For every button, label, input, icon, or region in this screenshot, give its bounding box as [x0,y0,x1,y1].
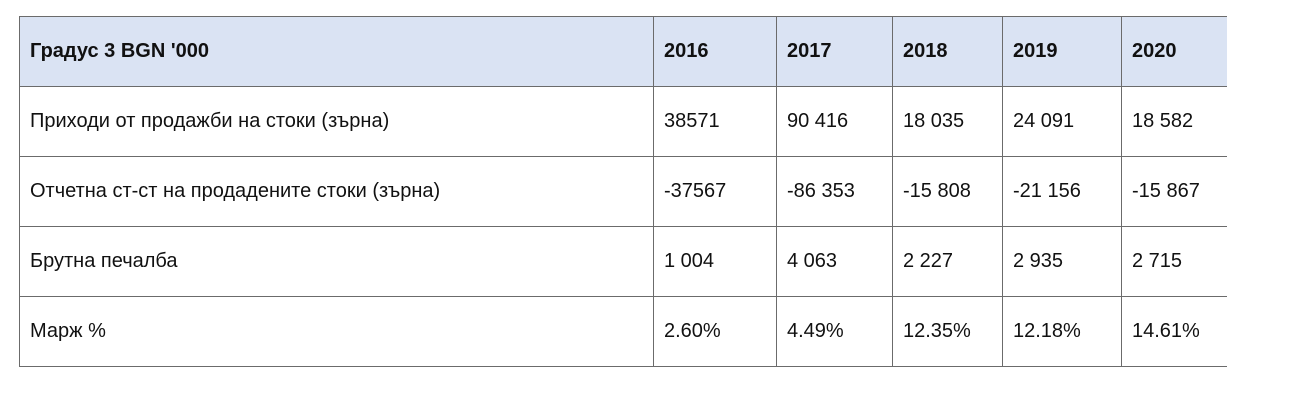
table-row-cost: Отчетна ст-ст на продадените стоки (зърн… [19,156,1227,227]
table-cell: 1 004 [653,226,777,297]
table-row-revenue: Приходи от продажби на стоки (зърна) 385… [19,86,1227,157]
row-label: Отчетна ст-ст на продадените стоки (зърн… [19,156,654,227]
table-cell: 4 063 [776,226,893,297]
table-cell: 2 227 [892,226,1003,297]
header-year-2019: 2019 [1002,16,1122,87]
financial-table-container: Градус 3 BGN '000 2016 2017 2018 2019 20… [19,16,1227,367]
header-year-2017: 2017 [776,16,893,87]
financial-table: Градус 3 BGN '000 2016 2017 2018 2019 20… [19,16,1227,367]
row-label: Марж % [19,296,654,367]
row-label: Брутна печалба [19,226,654,297]
table-cell: -15 808 [892,156,1003,227]
table-cell: -21 156 [1002,156,1122,227]
table-cell: 90 416 [776,86,893,157]
table-cell: 24 091 [1002,86,1122,157]
row-label: Приходи от продажби на стоки (зърна) [19,86,654,157]
header-label: Градус 3 BGN '000 [19,16,654,87]
table-cell: 12.35% [892,296,1003,367]
table-cell: 2 715 [1121,226,1227,297]
table-cell: 4.49% [776,296,893,367]
header-year-2020: 2020 [1121,16,1227,87]
header-year-2016: 2016 [653,16,777,87]
table-cell: 18 035 [892,86,1003,157]
header-year-2018: 2018 [892,16,1003,87]
table-cell: -15 867 [1121,156,1227,227]
table-cell: 38571 [653,86,777,157]
table-header-row: Градус 3 BGN '000 2016 2017 2018 2019 20… [19,16,1227,87]
table-row-gross-profit: Брутна печалба 1 004 4 063 2 227 2 935 2… [19,226,1227,297]
table-cell: 12.18% [1002,296,1122,367]
table-cell: 2.60% [653,296,777,367]
table-cell: 18 582 [1121,86,1227,157]
table-row-margin: Марж % 2.60% 4.49% 12.35% 12.18% 14.61% [19,296,1227,367]
table-cell: -37567 [653,156,777,227]
table-cell: 14.61% [1121,296,1227,367]
table-cell: 2 935 [1002,226,1122,297]
table-cell: -86 353 [776,156,893,227]
